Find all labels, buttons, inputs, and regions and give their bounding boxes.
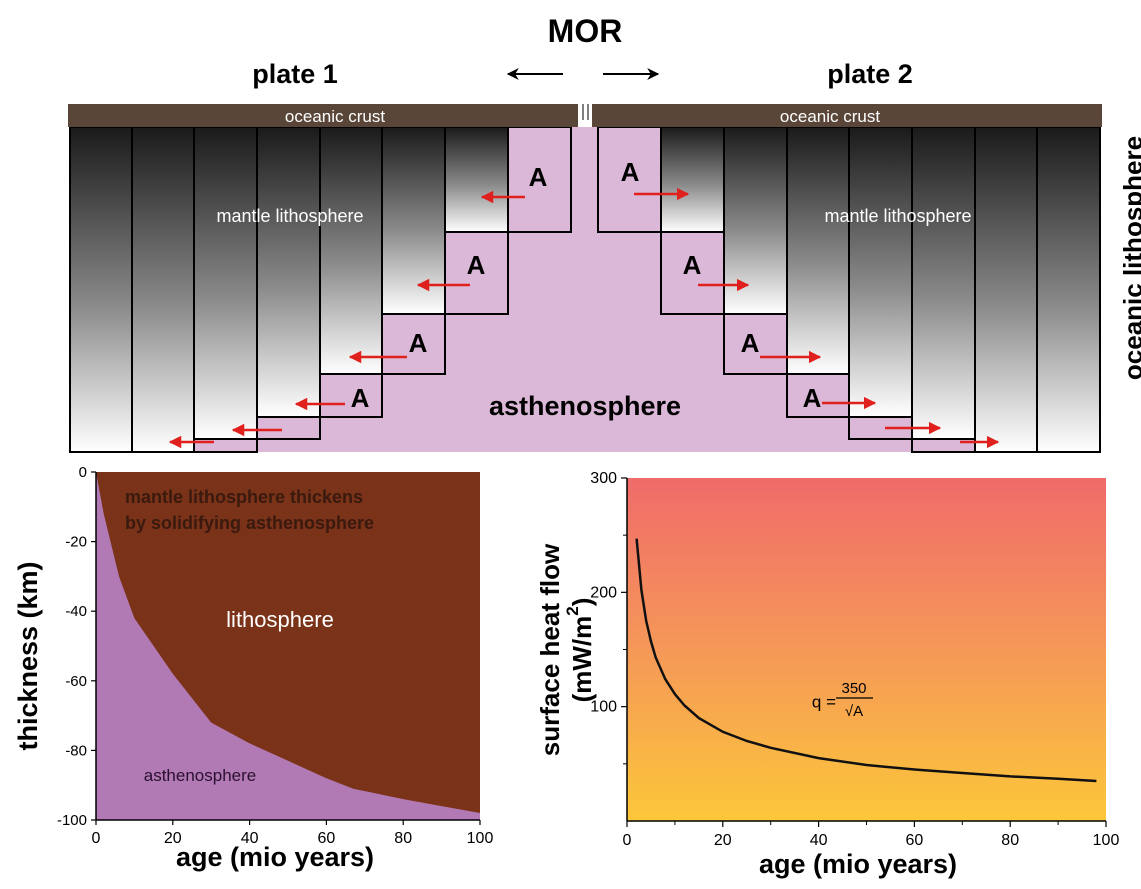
accretion-label: A (409, 328, 428, 358)
accretion-block (193, 438, 258, 453)
equation: q = 350 √A (812, 680, 873, 720)
left-accretion-blocks (193, 126, 572, 453)
x-tick-label: 100 (1093, 832, 1120, 849)
accretion-block (319, 373, 383, 418)
crust-left-label: oceanic crust (285, 107, 385, 126)
x-tick-label: 40 (241, 830, 259, 847)
heat-flow-series-line (635, 538, 1097, 783)
y-tick-label: -20 (65, 534, 87, 551)
y-tick-label: 200 (590, 584, 617, 601)
mantle-column (848, 126, 913, 418)
left-mantle-columns (69, 126, 509, 453)
accretion-block (660, 231, 725, 315)
x-tick-label: 80 (394, 830, 412, 847)
y-tick-label: 0 (79, 464, 87, 481)
mantle-column (319, 126, 383, 375)
ylabel-superscript: 2 (563, 606, 582, 615)
accretion-labels: A A A A A A A A (351, 157, 822, 413)
x-tick-label: 80 (1001, 832, 1019, 849)
mantle-column (911, 126, 976, 440)
chart-annotation-line-2: by solidifying asthenosphere (125, 513, 374, 533)
mantle-left-label: mantle lithosphere (216, 206, 363, 226)
accretion-block (786, 373, 850, 418)
x-tick-label: 60 (318, 830, 336, 847)
ridge-cross-section: oceanic crust oceanic crust MOR plate 1 … (68, 13, 1141, 453)
accretion-label: A (351, 383, 370, 413)
accretion-label: A (467, 250, 486, 280)
asthenosphere-label: asthenosphere (489, 391, 681, 421)
mantle-column (974, 126, 1038, 453)
accretion-label: A (529, 162, 548, 192)
accretion-block (444, 231, 509, 315)
x-tick-label: 0 (623, 832, 632, 849)
left-axes: 0 20 40 60 80 100 0 -20 -40 -60 -80 -100 (57, 464, 493, 847)
ridge-label: MOR (548, 13, 623, 49)
x-tick-label: 100 (467, 830, 494, 847)
side-label: oceanic lithosphere (1118, 136, 1141, 380)
y-tick-label: -60 (65, 673, 87, 690)
crust-right (592, 104, 1102, 127)
left-xlabel: age (mio years) (176, 842, 374, 872)
x-tick-label: 40 (810, 832, 828, 849)
equation-lhs: q = (812, 692, 836, 711)
accretion-label: A (803, 383, 822, 413)
mantle-column (131, 126, 195, 453)
mantle-column (660, 126, 725, 233)
accretion-label: A (683, 250, 702, 280)
plate-left-label: plate 1 (252, 59, 338, 89)
x-tick-label: 60 (906, 832, 924, 849)
equation-numerator: 350 (841, 680, 866, 697)
thickness-chart: 0 20 40 60 80 100 0 -20 -40 -60 -80 -100 mantle lit… (13, 464, 493, 872)
x-tick-label: 20 (164, 830, 182, 847)
crust-left (68, 104, 578, 127)
accretion-label: A (621, 157, 640, 187)
right-ylabel-line-1: surface heat flow (535, 543, 565, 756)
right-axes: 0 20 40 60 80 100 100 200 300 (590, 470, 1119, 849)
mantle-right-label: mantle lithosphere (824, 206, 971, 226)
left-ylabel: thickness (km) (13, 561, 43, 750)
accretion-arrows (168, 187, 1000, 449)
ylabel-unit: (mW/m (567, 616, 597, 703)
mantle-column (69, 126, 133, 453)
heat-flow-chart: 0 20 40 60 80 100 100 200 300 q = 350 √A age (mi… (535, 470, 1120, 879)
equation-denominator: √A (845, 703, 863, 720)
x-tick-label: 20 (714, 832, 732, 849)
region-lower-label: asthenosphere (144, 766, 256, 785)
mantle-column (256, 126, 321, 418)
region-upper-label: lithosphere (226, 607, 334, 632)
right-xlabel: age (mio years) (759, 849, 957, 879)
y-tick-label: 300 (590, 470, 617, 487)
chart-annotation-line-1: mantle lithosphere thickens (125, 487, 363, 507)
y-tick-label: 100 (590, 699, 617, 716)
ylabel-close: ) (567, 598, 597, 607)
right-ylabel-line-2: (mW/m2) (563, 598, 596, 703)
mantle-column (1036, 126, 1101, 453)
plate-right-label: plate 2 (827, 59, 913, 89)
y-tick-label: -40 (65, 603, 87, 620)
mantle-column (444, 126, 509, 233)
right-mantle-columns (660, 126, 1101, 453)
crust-right-label: oceanic crust (780, 107, 880, 126)
x-tick-label: 0 (92, 830, 101, 847)
y-tick-label: -80 (65, 742, 87, 759)
y-tick-label: -100 (57, 812, 87, 829)
accretion-block (381, 313, 446, 375)
mantle-column (193, 126, 258, 440)
mantle-column (786, 126, 850, 375)
accretion-block (723, 313, 788, 375)
accretion-label: A (741, 328, 760, 358)
accretion-block (911, 438, 976, 453)
heat-gradient-panel (627, 478, 1106, 821)
asthenosphere-area (96, 472, 480, 820)
accretion-block (256, 416, 321, 440)
